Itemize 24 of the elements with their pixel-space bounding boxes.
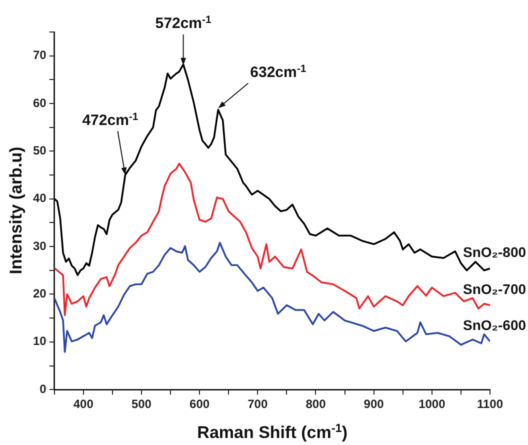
x-tick-label: 1000	[418, 397, 446, 412]
annotation: 472cm$^{-1}$	[82, 110, 138, 129]
annotation: 572cm$^{-1}$	[155, 14, 212, 32]
y-tick-label: 10	[32, 334, 47, 348]
x-tick-label: 900	[364, 397, 384, 412]
y-tick-label: 30	[32, 238, 47, 253]
y-axis-title: Intensity (arb.u)	[6, 147, 26, 275]
y-tick-label: 60	[32, 96, 47, 110]
x-axis-title: Raman Shift (cm$^{-1}$)	[197, 420, 348, 442]
annotation: 632cm$^{-1}$	[250, 62, 306, 81]
x-tick-label: 500	[131, 397, 152, 412]
y-tick-label: 50	[32, 144, 47, 158]
y-tick-label: 20	[32, 286, 47, 301]
y-tick-label: 40	[32, 191, 47, 206]
x-tick-label: 600	[190, 397, 210, 412]
x-tick-label: 800	[306, 397, 326, 412]
series-label: SnO₂-700	[463, 281, 526, 298]
series-label: SnO₂-600	[463, 317, 526, 334]
y-tick-label: 70	[32, 48, 47, 62]
x-tick-label: 1100	[476, 397, 504, 412]
x-tick-label: 700	[248, 397, 268, 412]
series-label: SnO₂-800	[463, 244, 526, 260]
y-tick-label: 0	[40, 382, 47, 396]
x-tick-label: 400	[73, 397, 94, 412]
